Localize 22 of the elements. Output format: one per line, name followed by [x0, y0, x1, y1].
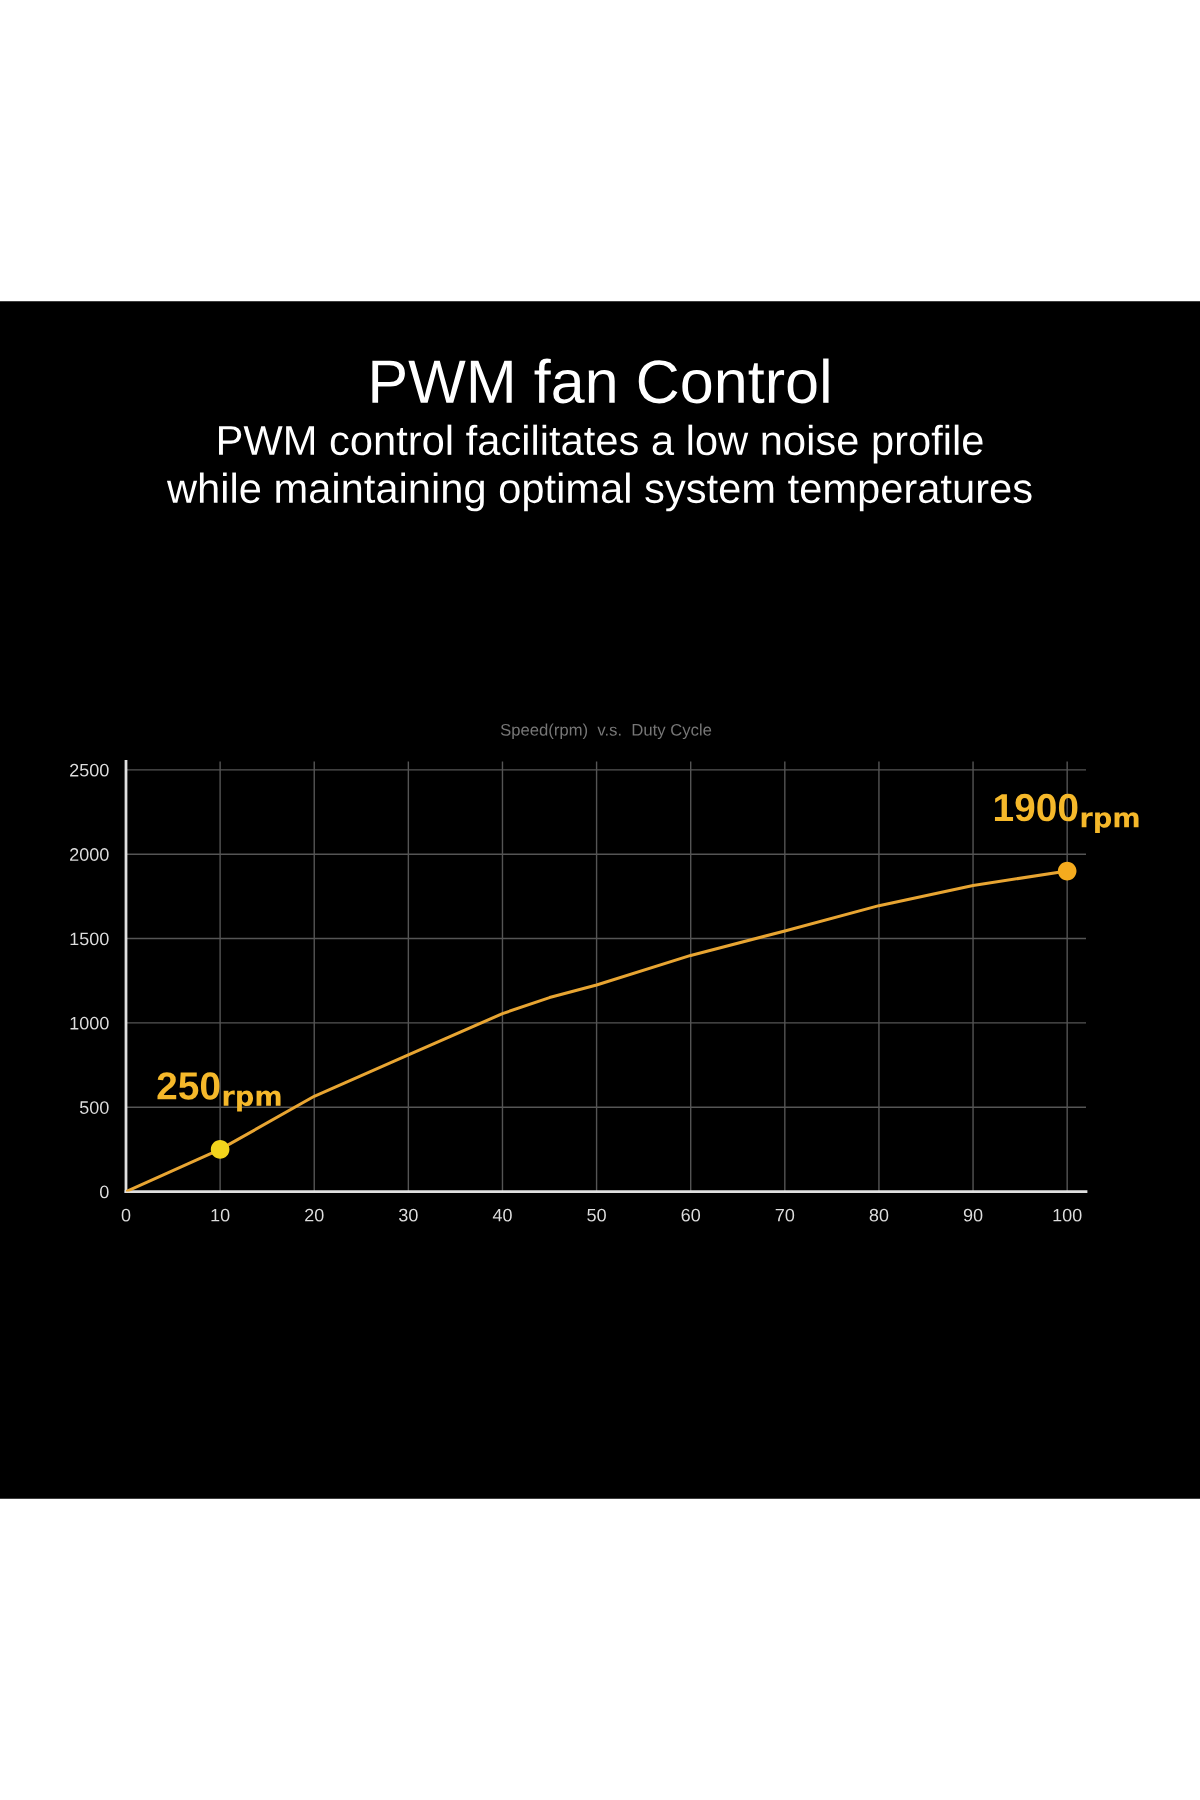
- y-tick-label: 2500: [70, 763, 109, 777]
- x-tick-label: 60: [681, 1208, 701, 1222]
- x-tick-label: 50: [587, 1208, 606, 1222]
- y-tick-label: 0: [100, 1185, 109, 1199]
- x-tick-label: 30: [399, 1208, 418, 1222]
- x-tick-label: 20: [305, 1208, 324, 1222]
- y-tick-label: 1000: [70, 1016, 109, 1030]
- x-tick-label: 80: [869, 1208, 889, 1222]
- y-tick-label: 1500: [70, 932, 109, 946]
- annotation: 250$_{rpm}$: [157, 1072, 281, 1112]
- x-tick-label: 90: [963, 1208, 983, 1222]
- y-tick-label: 2000: [70, 848, 109, 861]
- chart-subtitle: PWM control facilitates a low noise profile while maintaining optimal system temperatures: [166, 424, 1032, 512]
- text: Speed(rpm) v.s. Duty Cycle: [500, 723, 712, 740]
- x-tick-label: 40: [492, 1208, 512, 1222]
- annotation: 1900$_{rpm}$: [994, 793, 1139, 834]
- y-tick-label: 500: [79, 1101, 109, 1114]
- x-tick-label: 100: [1053, 1208, 1082, 1222]
- x-tick-label: 70: [775, 1208, 795, 1222]
- x-tick-label: 10: [211, 1208, 230, 1222]
- chart-title: PWM fan Control: [372, 358, 829, 404]
- x-tick-label: 0: [121, 1208, 131, 1222]
